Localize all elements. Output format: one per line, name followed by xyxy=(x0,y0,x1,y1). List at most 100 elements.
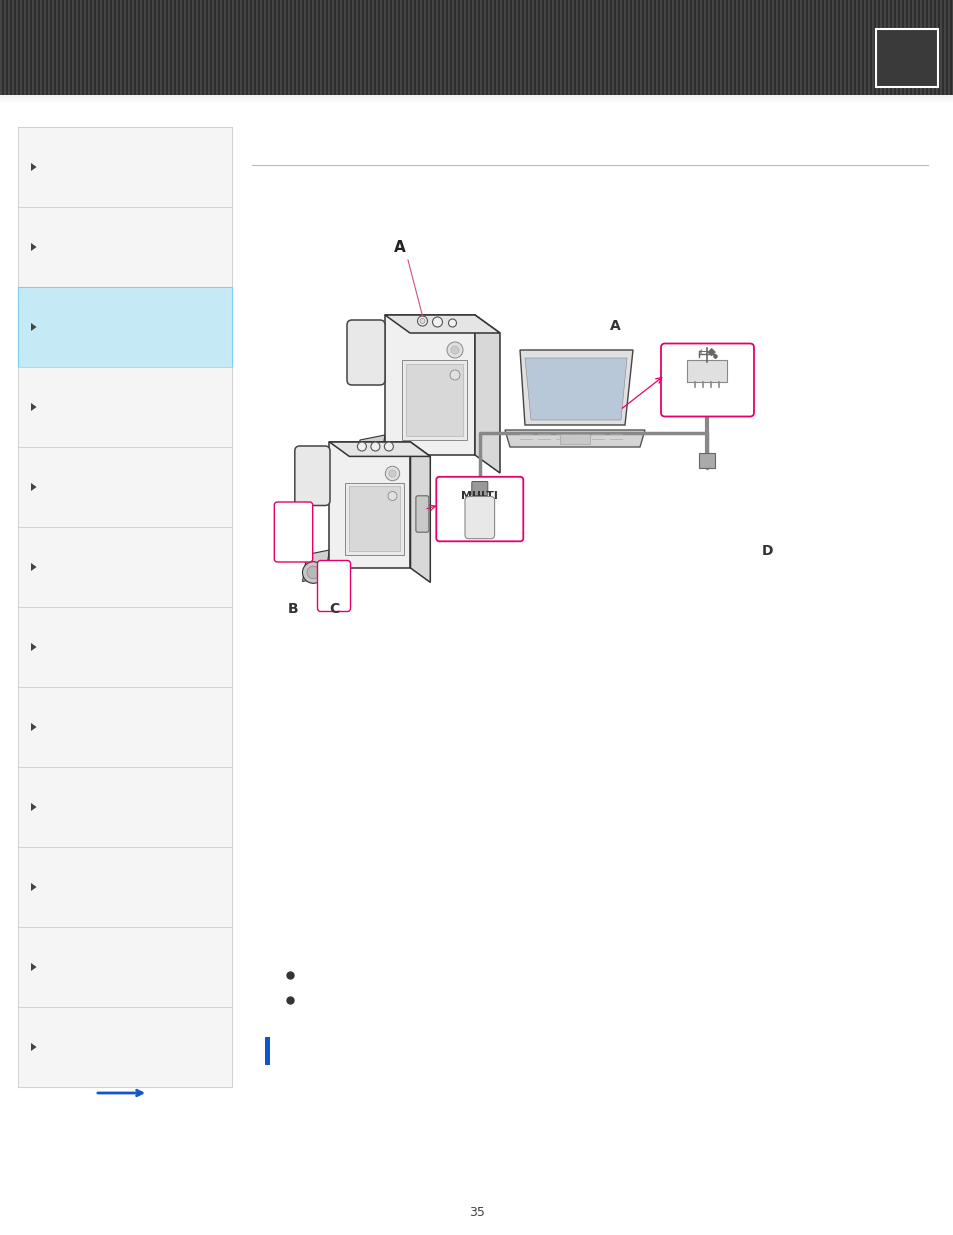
Bar xyxy=(459,0,461,95)
Circle shape xyxy=(355,448,378,472)
Bar xyxy=(265,1037,270,1065)
Bar xyxy=(364,0,366,95)
Bar xyxy=(696,0,698,95)
Bar xyxy=(56,0,58,95)
Text: A: A xyxy=(609,319,619,333)
Circle shape xyxy=(384,442,393,451)
Bar xyxy=(308,0,310,95)
Bar xyxy=(18,207,232,287)
Polygon shape xyxy=(30,243,36,251)
Bar xyxy=(883,0,885,95)
Polygon shape xyxy=(385,315,499,333)
Bar xyxy=(519,0,521,95)
Bar xyxy=(100,0,102,95)
Bar xyxy=(428,0,430,95)
Polygon shape xyxy=(30,643,36,651)
Bar xyxy=(547,0,550,95)
FancyBboxPatch shape xyxy=(436,477,523,541)
Bar xyxy=(140,0,142,95)
Bar xyxy=(875,0,877,95)
Bar xyxy=(44,0,46,95)
Polygon shape xyxy=(524,358,626,420)
Bar xyxy=(596,0,598,95)
Bar xyxy=(603,0,605,95)
Bar xyxy=(355,0,357,95)
Bar xyxy=(152,0,153,95)
Bar xyxy=(720,0,721,95)
Bar xyxy=(607,0,609,95)
Bar xyxy=(492,0,494,95)
Polygon shape xyxy=(519,350,633,425)
Bar xyxy=(18,927,232,1007)
Bar xyxy=(412,0,414,95)
Bar xyxy=(379,0,381,95)
Bar xyxy=(36,0,38,95)
Bar xyxy=(148,0,150,95)
Bar xyxy=(292,0,294,95)
Bar xyxy=(423,0,426,95)
Bar xyxy=(763,0,765,95)
Bar xyxy=(676,0,678,95)
Bar xyxy=(619,0,621,95)
Bar xyxy=(339,0,341,95)
Circle shape xyxy=(448,319,456,327)
Bar xyxy=(272,0,274,95)
Bar xyxy=(523,0,525,95)
Bar xyxy=(8,0,10,95)
Bar xyxy=(136,0,138,95)
Circle shape xyxy=(419,319,424,324)
Bar xyxy=(907,0,909,95)
Bar xyxy=(208,0,210,95)
Bar xyxy=(947,0,949,95)
Polygon shape xyxy=(30,563,36,571)
Polygon shape xyxy=(30,403,36,411)
Bar xyxy=(612,0,614,95)
Bar xyxy=(899,0,901,95)
Bar xyxy=(0,0,953,95)
Bar xyxy=(392,0,394,95)
Bar xyxy=(372,0,374,95)
Bar xyxy=(760,0,761,95)
Bar xyxy=(332,0,334,95)
Bar xyxy=(452,0,454,95)
Bar xyxy=(743,0,745,95)
Bar xyxy=(631,0,634,95)
Bar xyxy=(727,0,729,95)
Bar xyxy=(395,0,397,95)
Bar xyxy=(747,0,749,95)
Bar xyxy=(483,0,485,95)
Bar xyxy=(284,0,286,95)
Bar xyxy=(859,0,862,95)
Polygon shape xyxy=(30,163,36,170)
Bar xyxy=(18,367,232,447)
Polygon shape xyxy=(30,324,36,331)
Bar xyxy=(627,0,629,95)
Bar xyxy=(651,0,654,95)
Bar xyxy=(60,0,62,95)
Bar xyxy=(280,0,282,95)
Text: A: A xyxy=(394,240,405,254)
Bar xyxy=(402,359,467,440)
Bar xyxy=(476,0,477,95)
Bar xyxy=(939,0,941,95)
Bar xyxy=(319,0,322,95)
Bar xyxy=(52,0,54,95)
Bar xyxy=(468,0,470,95)
Bar xyxy=(496,0,497,95)
Bar xyxy=(156,0,158,95)
Bar xyxy=(827,0,829,95)
Bar xyxy=(863,0,865,95)
Text: C: C xyxy=(329,601,338,616)
Bar xyxy=(723,0,725,95)
Bar xyxy=(40,0,42,95)
Bar xyxy=(108,0,110,95)
Bar xyxy=(96,0,98,95)
Bar xyxy=(532,0,534,95)
Bar xyxy=(783,0,785,95)
Bar xyxy=(616,0,618,95)
Bar xyxy=(543,0,545,95)
Bar xyxy=(18,606,232,687)
Bar xyxy=(68,0,70,95)
Bar xyxy=(820,0,821,95)
Bar xyxy=(399,0,401,95)
